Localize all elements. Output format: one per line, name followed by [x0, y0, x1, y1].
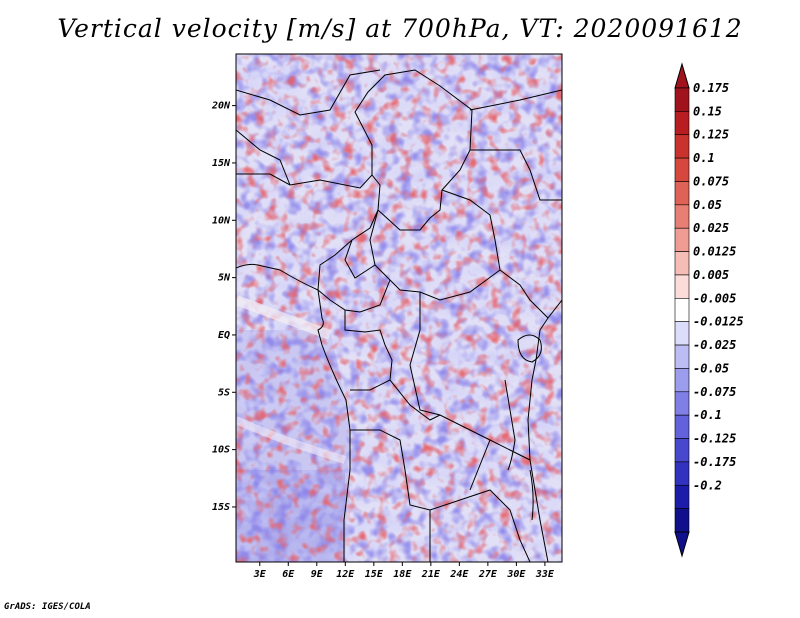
lat-label: 10N — [212, 215, 231, 226]
colorbar-label: 0.075 — [693, 174, 729, 188]
colorbar-swatch — [674, 251, 690, 276]
colorbar-label: -0.125 — [693, 432, 736, 446]
lon-label: 33E — [535, 569, 555, 580]
colorbar-label: 0.175 — [693, 81, 729, 95]
colorbar-label: -0.2 — [693, 478, 722, 492]
colorbar-label: -0.025 — [693, 338, 736, 352]
ocean-streak — [236, 416, 347, 464]
colorbar-swatch — [674, 484, 690, 509]
lon-label: 6E — [282, 569, 295, 580]
lon-label: 30E — [506, 569, 526, 580]
lat-label: 5S — [218, 387, 230, 398]
map-title: Vertical velocity [m/s] at 700hPa, VT: 2… — [57, 14, 743, 43]
colorbar-label: 0.0125 — [693, 245, 736, 259]
lat-label: 20N — [211, 101, 231, 112]
colorbar-arrow-top — [674, 62, 690, 89]
ocean-streak — [236, 295, 332, 340]
colorbar-swatch — [674, 298, 690, 322]
colorbar-swatch — [674, 344, 690, 369]
coastline — [236, 263, 351, 562]
lat-label: 15N — [212, 158, 231, 169]
lake-tanganyika — [504, 379, 516, 471]
colorbar-swatch — [674, 227, 690, 252]
axes: 20N 15N 10N 5N EQ 5S 10S 15S 3E 6E 9E 12E 15E 18E 21E 2… — [211, 101, 555, 580]
lon-label: 9E — [311, 569, 324, 580]
lon-label: 21E — [421, 569, 441, 580]
colorbar-label: 0.1 — [693, 151, 715, 165]
colorbar-swatch — [674, 438, 690, 463]
colorbar-swatch — [674, 181, 690, 206]
map-frame — [235, 53, 563, 563]
colorbar-label: 0.005 — [693, 268, 729, 282]
lon-label: 27E — [478, 569, 498, 580]
colorbar-swatch — [674, 204, 690, 229]
colorbar-swatch — [674, 461, 690, 486]
colorbar-swatch — [674, 414, 690, 439]
lake-victoria — [517, 334, 542, 363]
lake-malawi — [529, 469, 534, 521]
colorbar-swatch — [674, 87, 690, 112]
lat-label: 10S — [212, 445, 230, 456]
lon-label: 3E — [253, 569, 267, 580]
colorbar-label: 0.025 — [693, 221, 729, 235]
lon-label: 12E — [336, 569, 355, 580]
lon-label: 18E — [393, 569, 412, 580]
colorbar-swatch — [674, 111, 690, 136]
colorbar: 0.175 0.15 0.125 0.1 0.075 0.05 0.025 0.0125 0.0… — [674, 62, 744, 558]
colorbar-swatch — [674, 321, 690, 346]
grads-credit: GrADS: IGES/COLA — [4, 602, 91, 612]
colorbar-label: 0.05 — [693, 198, 722, 212]
lat-label: EQ — [218, 330, 230, 341]
colorbar-label: -0.075 — [693, 385, 736, 399]
colorbar-swatch — [674, 508, 690, 533]
velocity-field — [236, 54, 562, 562]
colorbar-swatch — [674, 368, 690, 393]
lat-label: 5N — [218, 273, 231, 284]
colorbar-label: 0.125 — [693, 128, 729, 142]
lon-label: 15E — [365, 569, 384, 580]
colorbar-label: -0.005 — [693, 291, 736, 305]
colorbar-swatch — [674, 134, 690, 159]
colorbar-label: -0.05 — [693, 361, 729, 375]
colorbar-arrow-bottom — [674, 531, 690, 558]
borders — [236, 69, 562, 562]
colorbar-swatch — [674, 274, 690, 299]
border-lines — [236, 69, 562, 562]
colorbar-label: -0.175 — [693, 455, 736, 469]
colorbar-label: -0.0125 — [693, 315, 744, 329]
lon-label: 24E — [449, 569, 469, 580]
colorbar-label: 0.15 — [693, 104, 722, 118]
colorbar-label: -0.1 — [693, 408, 722, 422]
colorbar-swatch — [674, 157, 690, 182]
colorbar-swatch — [674, 391, 690, 416]
lat-label: 15S — [212, 502, 230, 513]
east-coastline — [527, 299, 562, 562]
